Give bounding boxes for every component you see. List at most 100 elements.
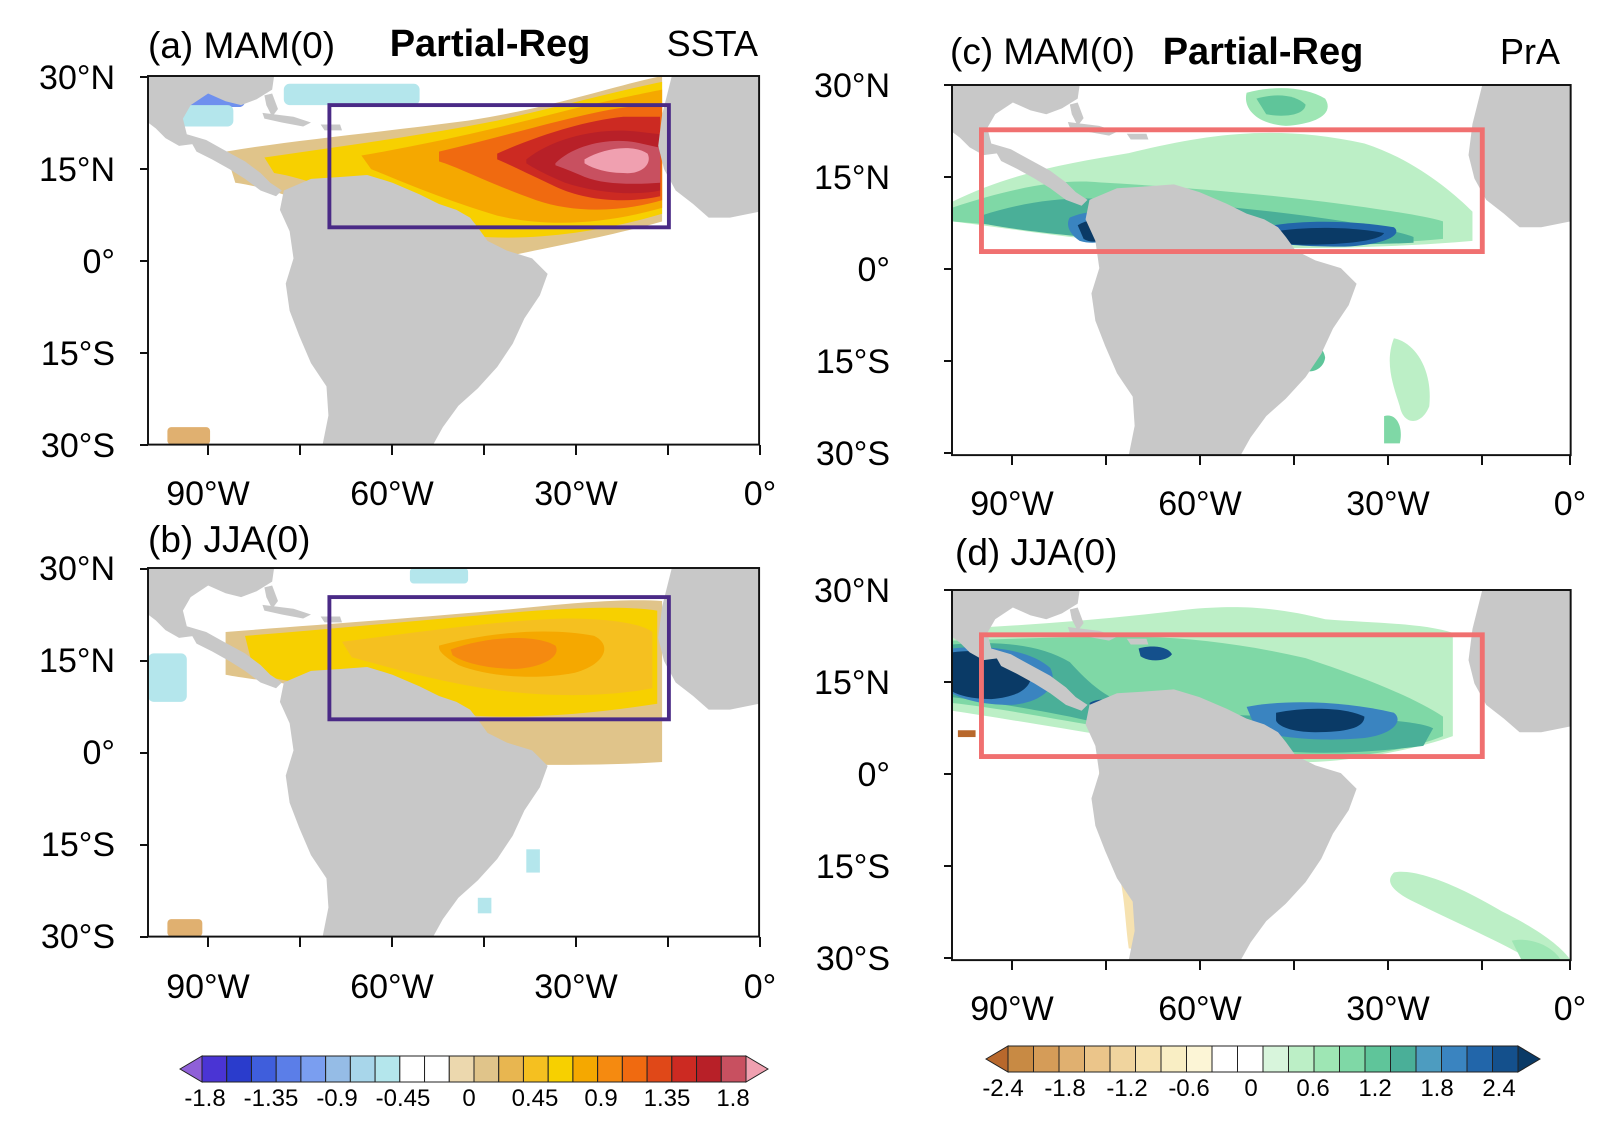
panel-d-map: [951, 589, 1572, 962]
panel-c-region-box: [979, 127, 1485, 254]
panel-d-lon-tick: 0°: [1554, 990, 1587, 1028]
precip-colorbar-swatch: [1441, 1045, 1468, 1073]
panel-d-lat-axis: 30°N 15°N 0° 15°S 30°S: [814, 572, 952, 978]
panel-c-frame: [951, 84, 1572, 457]
precip-colorbar: [985, 1045, 1541, 1073]
panel-a: (a) MAM(0) Partial-Reg SSTA: [39, 23, 776, 513]
sst-colorbar-swatch: [572, 1055, 599, 1083]
panel-c-lon-tick: 60°W: [1158, 485, 1242, 523]
panel-a-center-title: Partial-Reg: [390, 23, 591, 65]
precip-colorbar-swatch: [1466, 1045, 1493, 1073]
precip-colorbar-swatch: [1313, 1045, 1340, 1073]
panel-a-lat-tick: 15°N: [39, 151, 115, 189]
precip-colorbar-high-extension: [1517, 1045, 1541, 1073]
precip-colorbar-label: -1.2: [1106, 1075, 1147, 1102]
panel-c-lat-tick: 0°: [857, 251, 890, 289]
sst-colorbar-swatch: [250, 1055, 277, 1083]
sst-colorbar-swatch: [374, 1055, 401, 1083]
sst-colorbar-swatch: [547, 1055, 574, 1083]
panel-c-map: [951, 84, 1572, 457]
sst-colorbar-low-extension: [179, 1055, 203, 1083]
panel-a-lon-tick: 0°: [744, 475, 777, 513]
precip-colorbar-swatch: [1084, 1045, 1111, 1073]
precip-colorbar-swatch: [1339, 1045, 1366, 1073]
panel-c-lat-tick: 15°S: [816, 343, 890, 381]
precip-colorbar-swatch: [1186, 1045, 1213, 1073]
panel-b: (b) JJA(0) 30°N 15°N 0° 15°: [39, 519, 776, 1006]
panel-b-lon-tick: 0°: [744, 968, 777, 1006]
panel-b-lat-tick: 30°S: [41, 918, 115, 956]
precip-colorbar-swatch: [1211, 1045, 1238, 1073]
sst-colorbar-swatch: [424, 1055, 450, 1083]
panel-c-lon-tick: 90°W: [970, 485, 1054, 523]
precip-colorbar-swatch: [1160, 1045, 1187, 1073]
panel-a-lat-tick: 30°S: [41, 427, 115, 465]
panel-d-lat-tick: 30°S: [816, 940, 890, 978]
sst-colorbar-label: -1.8: [184, 1085, 225, 1112]
sst-colorbar-label: -1.35: [244, 1085, 299, 1112]
panel-b-lon-tick: 90°W: [166, 968, 250, 1006]
panel-d-lon-tick: 90°W: [970, 990, 1054, 1028]
panel-d-lat-tick: 0°: [857, 756, 890, 794]
precip-colorbar-label: -1.8: [1044, 1075, 1085, 1102]
panel-b-lat-tick: 15°S: [41, 826, 115, 864]
panel-a-lon-tick: 30°W: [534, 475, 618, 513]
panel-c-lat-tick: 30°N: [814, 67, 890, 105]
precip-colorbar-swatch: [1007, 1045, 1034, 1073]
precip-colorbar-swatch: [1033, 1045, 1060, 1073]
precip-colorbar-label: 2.4: [1482, 1075, 1515, 1102]
sst-colorbar-label: 0: [462, 1085, 475, 1112]
panel-d-lon-axis: 90°W 60°W 30°W 0°: [970, 960, 1586, 1028]
precip-colorbar-swatch: [1415, 1045, 1442, 1073]
sst-colorbar-label: 0.45: [512, 1085, 559, 1112]
sst-colorbar-label: 1.8: [716, 1085, 749, 1112]
panel-c-label: (c) MAM(0): [950, 31, 1135, 72]
precip-colorbar-swatch: [1109, 1045, 1136, 1073]
panel-d-region-box: [979, 632, 1485, 759]
precip-colorbar-swatch: [1058, 1045, 1085, 1073]
panel-a-label: (a) MAM(0): [148, 25, 335, 66]
precip-colorbar-label: 1.2: [1358, 1075, 1391, 1102]
sst-colorbar-swatch: [671, 1055, 698, 1083]
precip-colorbar-swatch: [1390, 1045, 1417, 1073]
precip-colorbar-swatch: [1288, 1045, 1315, 1073]
precip-colorbar-swatch: [1492, 1045, 1519, 1073]
panel-c-variable-title: PrA: [1500, 31, 1560, 72]
precip-colorbar-swatch: [1135, 1045, 1162, 1073]
panel-c: (c) MAM(0) Partial-Reg PrA: [814, 31, 1586, 523]
panel-d-lon-tick: 30°W: [1346, 990, 1430, 1028]
panel-a-lon-tick: 60°W: [350, 475, 434, 513]
panel-b-lat-tick: 30°N: [39, 550, 115, 588]
precip-colorbar-label: 0.6: [1296, 1075, 1329, 1102]
panel-b-lat-tick: 0°: [82, 734, 115, 772]
sst-colorbar-swatch: [646, 1055, 673, 1083]
panel-b-lon-tick: 60°W: [350, 968, 434, 1006]
precip-colorbar-label: 0: [1244, 1075, 1257, 1102]
sst-colorbar-swatch: [522, 1055, 549, 1083]
sst-colorbar-swatch: [498, 1055, 524, 1083]
sst-colorbar-swatch: [621, 1055, 648, 1083]
sst-colorbar-label: -0.9: [316, 1085, 357, 1112]
panel-b-lon-axis: 90°W 60°W 30°W 0°: [166, 937, 776, 1006]
panel-d-label: (d) JJA(0): [955, 532, 1117, 573]
panel-a-lon-axis: 90°W 60°W 30°W 0°: [166, 445, 776, 513]
panel-c-lon-tick: 30°W: [1346, 485, 1430, 523]
panel-c-lat-axis: 30°N 15°N 0° 15°S 30°S: [814, 67, 952, 473]
panel-b-lat-axis: 30°N 15°N 0° 15°S 30°S: [39, 550, 148, 956]
sst-colorbar-swatch: [696, 1055, 722, 1083]
sst-colorbar-swatch: [399, 1055, 426, 1083]
sst-colorbar-label: -0.45: [376, 1085, 431, 1112]
panel-d-lat-tick: 15°N: [814, 664, 890, 702]
sst-colorbar-label: 0.9: [584, 1085, 617, 1112]
precip-colorbar-swatch: [1262, 1045, 1289, 1073]
precip-colorbar-swatch: [1237, 1045, 1264, 1073]
panel-d: (d) JJA(0): [814, 532, 1586, 1028]
sst-colorbar-swatch: [300, 1055, 327, 1083]
panel-a-map: [147, 75, 761, 446]
panel-a-lat-axis: 30°N 15°N 0° 15°S 30°S: [39, 59, 148, 465]
sst-colorbar-label: 1.35: [644, 1085, 691, 1112]
precip-colorbar-swatch: [1364, 1045, 1391, 1073]
panel-c-lat-tick: 30°S: [816, 435, 890, 473]
panel-c-lon-tick: 0°: [1554, 485, 1587, 523]
sst-colorbar: [179, 1055, 769, 1083]
